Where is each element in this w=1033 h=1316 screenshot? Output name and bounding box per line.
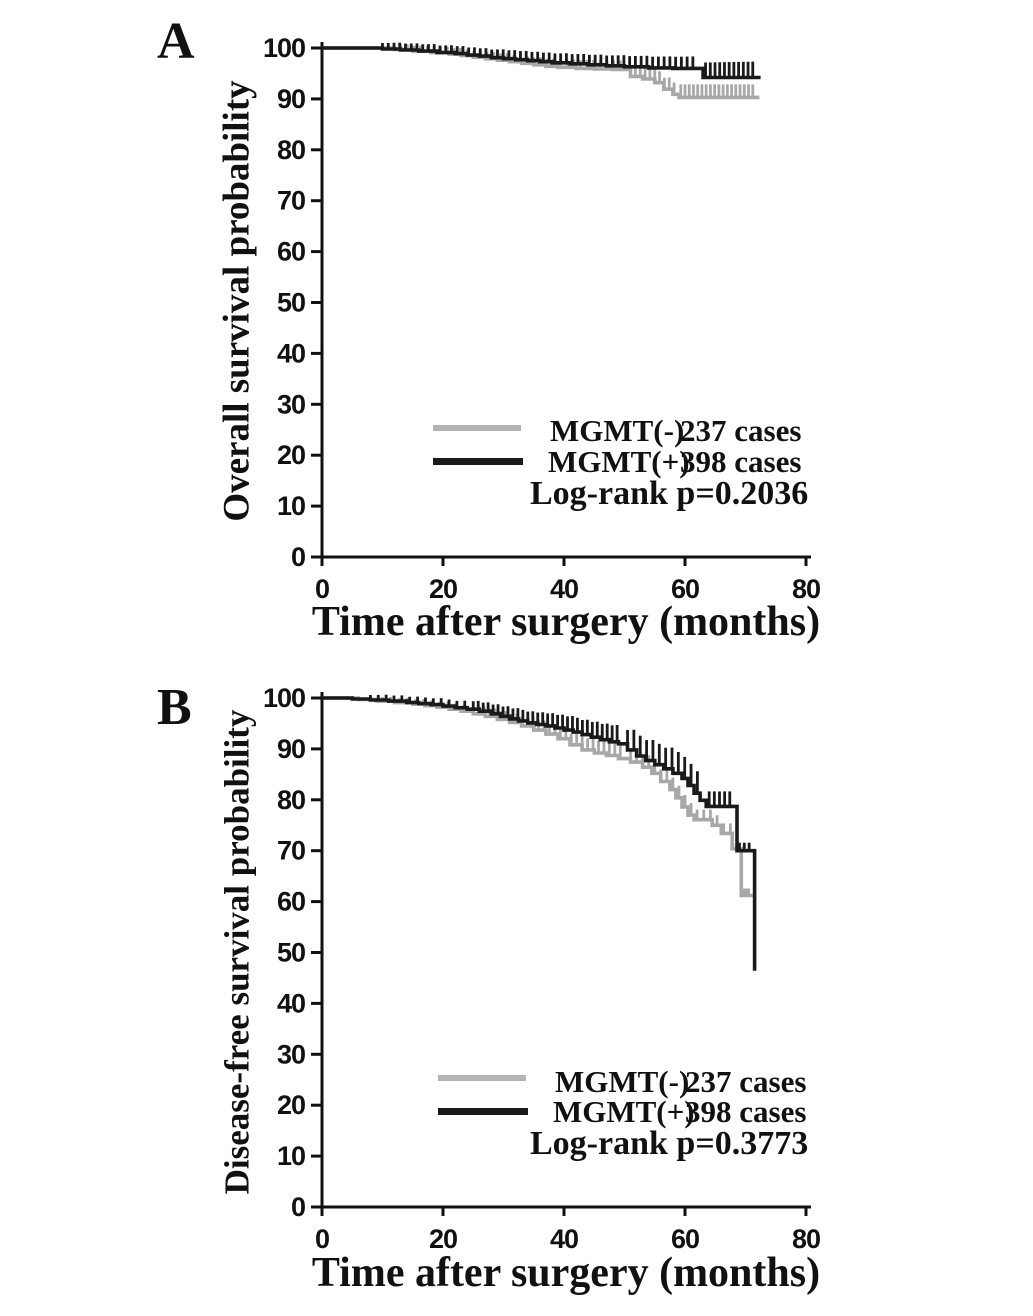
y-tick-label-a: 90 — [277, 84, 305, 114]
y-tick-label-b: 30 — [277, 1039, 305, 1069]
x-tick-label-a: 80 — [792, 574, 820, 604]
legend-label-mgmt-positive-b: MGMT(+) — [553, 1094, 695, 1129]
km-curve-mgmt-positive-a — [322, 46, 761, 80]
x-tick-label-b: 0 — [315, 1224, 329, 1254]
y-tick-label-b: 70 — [277, 836, 305, 866]
x-tick-label-b: 80 — [792, 1224, 820, 1254]
panel-a-x-axis-title: Time after surgery (months) — [311, 599, 821, 645]
panel-b-y-axis-title: Disease-free survival probability — [217, 709, 257, 1195]
x-tick-label-b: 40 — [550, 1224, 578, 1254]
km-curve-mgmt-positive-b — [322, 696, 757, 971]
y-tick-label-b: 60 — [277, 887, 305, 917]
x-tick-label-a: 20 — [429, 574, 457, 604]
y-tick-label-a: 0 — [291, 542, 305, 572]
legend-cases-mgmt-negative-b: 237 cases — [685, 1064, 807, 1099]
y-tick-label-a: 60 — [277, 237, 305, 267]
x-tick-label-b: 60 — [671, 1224, 699, 1254]
y-tick-label-b: 0 — [291, 1192, 305, 1222]
panel-b-x-axis-title: Time after surgery (months) — [311, 1250, 821, 1296]
legend-cases-mgmt-positive-b: 398 cases — [685, 1094, 807, 1129]
y-tick-label-b: 90 — [277, 734, 305, 764]
x-tick-label-a: 60 — [671, 574, 699, 604]
legend-label-mgmt-negative-b: MGMT(-) — [555, 1064, 690, 1099]
legend-line-mgmt-positive-b — [438, 1108, 528, 1115]
logrank-p-value-b: Log-rank p=0.3773 — [530, 1125, 809, 1162]
x-tick-label-a: 40 — [550, 574, 578, 604]
y-tick-label-b: 20 — [277, 1090, 305, 1120]
panel-a-y-axis-title: Overall survival probability — [216, 80, 258, 522]
y-tick-label-a: 100 — [263, 33, 305, 63]
y-tick-label-a: 20 — [277, 440, 305, 470]
legend-line-mgmt-positive-a — [433, 458, 523, 465]
y-tick-label-b: 40 — [277, 988, 305, 1018]
logrank-p-value-a: Log-rank p=0.2036 — [530, 475, 809, 512]
legend-cases-mgmt-negative-a: 237 cases — [680, 413, 802, 448]
legend-line-mgmt-negative-a — [433, 425, 521, 431]
y-tick-label-a: 10 — [277, 491, 305, 521]
y-tick-label-b: 50 — [277, 938, 305, 968]
legend-line-mgmt-negative-b — [438, 1075, 526, 1081]
panel-a-label: A — [157, 13, 195, 70]
x-tick-label-a: 0 — [315, 574, 329, 604]
y-tick-label-a: 50 — [277, 288, 305, 318]
y-tick-label-b: 10 — [277, 1141, 305, 1171]
x-tick-label-b: 20 — [429, 1224, 457, 1254]
y-tick-label-a: 80 — [277, 135, 305, 165]
panel-b-label: B — [157, 679, 192, 736]
legend-label-mgmt-positive-a: MGMT(+) — [548, 444, 690, 479]
y-tick-label-a: 30 — [277, 389, 305, 419]
y-tick-label-a: 40 — [277, 338, 305, 368]
y-tick-label-a: 70 — [277, 186, 305, 216]
legend-cases-mgmt-positive-a: 398 cases — [680, 444, 802, 479]
y-tick-label-b: 80 — [277, 785, 305, 815]
legend-label-mgmt-negative-a: MGMT(-) — [550, 413, 685, 448]
y-tick-label-b: 100 — [263, 683, 305, 713]
